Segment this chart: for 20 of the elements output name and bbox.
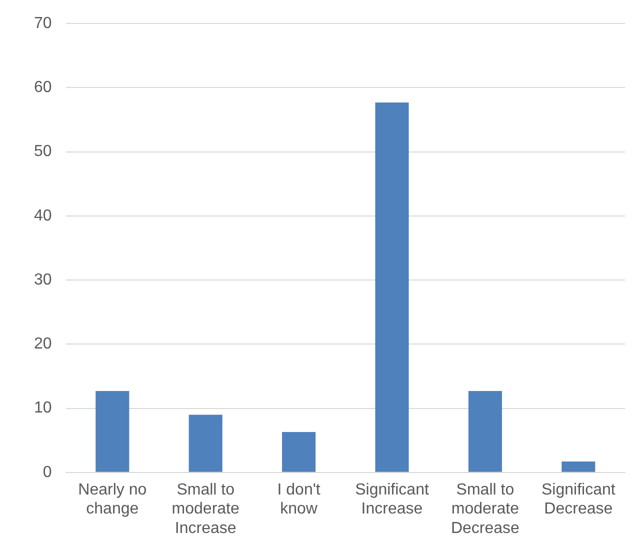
x-tick-label: Nearly no change: [78, 481, 147, 518]
x-tick-label: Small to moderate Increase: [172, 481, 240, 537]
y-tick-label: 70: [34, 15, 52, 32]
y-tick-label: 50: [34, 143, 52, 160]
bar: [188, 414, 222, 472]
y-tick-label: 60: [34, 79, 52, 96]
x-tick-label: I don't know: [277, 481, 321, 518]
x-tick-label: Small to moderate Decrease: [450, 481, 520, 537]
y-tick-label: 30: [34, 271, 52, 288]
y-tick-label: 0: [42, 464, 52, 481]
bar: [282, 432, 316, 472]
bar: [468, 390, 502, 472]
y-tick-label: 40: [34, 207, 52, 224]
x-tick-label: Significant Increase: [355, 481, 430, 518]
bar: [96, 390, 130, 472]
bar: [375, 102, 409, 472]
y-tick-label: 10: [34, 400, 52, 417]
bar: [562, 462, 596, 472]
x-tick-label: Significant Decrease: [541, 481, 616, 518]
y-tick-label: 20: [34, 336, 52, 353]
